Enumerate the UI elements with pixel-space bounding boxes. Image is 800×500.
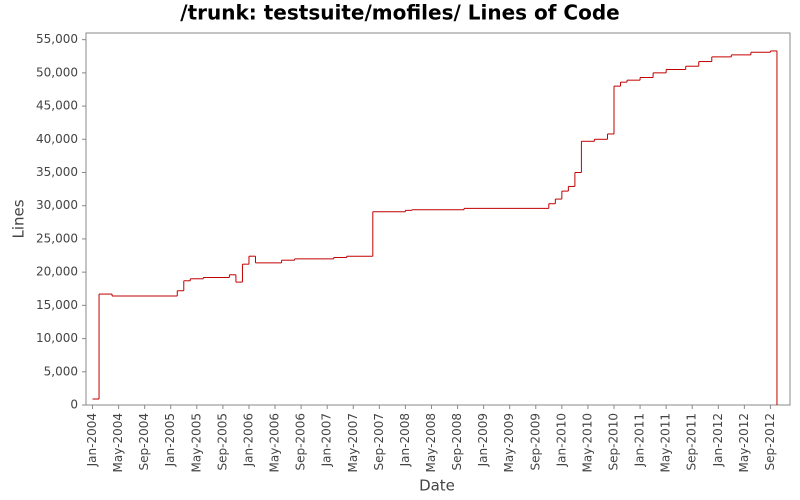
y-tick-label: 35,000 (36, 165, 78, 179)
x-tick-label: Sep-2006 (294, 413, 308, 471)
x-tick-label: Jan-2010 (554, 413, 568, 467)
y-tick-label: 10,000 (36, 331, 78, 345)
x-tick-label: Sep-2008 (450, 413, 464, 471)
y-tick-label: 0 (70, 398, 78, 412)
y-tick-label: 15,000 (36, 298, 78, 312)
y-tick-label: 50,000 (36, 65, 78, 79)
x-tick-label: Jan-2009 (476, 413, 490, 467)
x-tick-label: Jan-2007 (320, 413, 334, 467)
y-tick-label: 40,000 (36, 132, 78, 146)
y-tick-label: 30,000 (36, 198, 78, 212)
x-tick-label: Sep-2010 (607, 413, 621, 471)
plot-area (85, 32, 791, 406)
y-tick-label: 25,000 (36, 231, 78, 245)
x-axis-label: Date (419, 477, 455, 495)
y-tick-label: 5,000 (44, 364, 78, 378)
x-tick-label: Sep-2011 (685, 413, 699, 471)
x-tick-label: May-2005 (189, 413, 203, 472)
x-tick-label: May-2008 (424, 413, 438, 472)
x-tick-label: Jan-2005 (163, 413, 177, 467)
x-tick-label: May-2011 (659, 413, 673, 472)
x-tick-label: Sep-2012 (763, 413, 777, 471)
y-tick-label: 20,000 (36, 265, 78, 279)
x-tick-label: Sep-2004 (137, 413, 151, 471)
x-tick-label: Sep-2009 (528, 413, 542, 471)
y-tick-label: 55,000 (36, 32, 78, 46)
x-tick-label: Jan-2004 (85, 413, 99, 467)
x-tick-label: May-2007 (346, 413, 360, 472)
x-tick-label: May-2009 (502, 413, 516, 472)
x-tick-label: May-2004 (111, 413, 125, 472)
chart-title: /trunk: testsuite/mofiles/ Lines of Code (180, 1, 619, 25)
x-tick-label: Jan-2006 (241, 413, 255, 467)
x-tick-label: Sep-2007 (372, 413, 386, 471)
y-tick-label: 45,000 (36, 99, 78, 113)
x-tick-label: Jan-2012 (711, 413, 725, 467)
x-tick-label: May-2010 (580, 413, 594, 472)
x-tick-label: May-2006 (268, 413, 282, 472)
x-tick-label: Jan-2008 (398, 413, 412, 467)
x-tick-label: Jan-2011 (633, 413, 647, 467)
y-axis-label: Lines (10, 199, 28, 238)
x-tick-label: Sep-2005 (215, 413, 229, 471)
x-tick-label: May-2012 (737, 413, 751, 472)
